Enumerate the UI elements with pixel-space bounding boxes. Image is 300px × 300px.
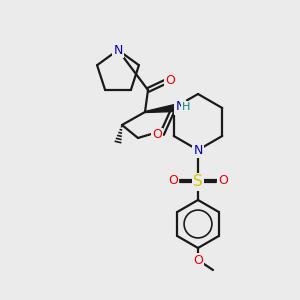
Text: N: N xyxy=(193,143,203,157)
Text: H: H xyxy=(182,102,190,112)
Polygon shape xyxy=(145,104,176,112)
Text: O: O xyxy=(152,128,162,142)
Text: O: O xyxy=(193,254,203,266)
Text: S: S xyxy=(193,175,203,190)
Text: N: N xyxy=(113,44,123,56)
Text: N: N xyxy=(175,100,185,113)
Text: O: O xyxy=(165,74,175,86)
Text: O: O xyxy=(168,175,178,188)
Text: O: O xyxy=(218,175,228,188)
